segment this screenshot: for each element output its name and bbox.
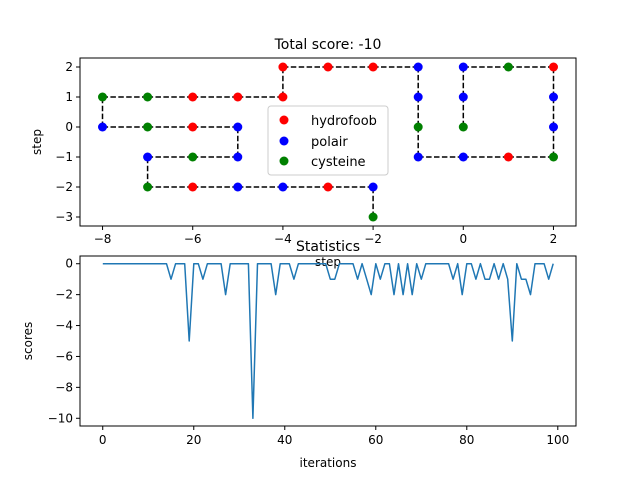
residue-point-hydrofoob [233,92,243,102]
fold-points [98,62,558,222]
residue-point-cysteine [143,182,153,192]
residue-point-hydrofoob [278,92,288,102]
legend-marker-polair [279,136,289,146]
residue-point-hydrofoob [368,62,378,72]
residue-point-cysteine [143,122,153,132]
residue-point-cysteine [503,62,513,72]
residue-point-cysteine [368,212,378,222]
residue-point-hydrofoob [188,182,198,192]
top-x-tick-label: −6 [184,232,202,246]
residue-point-cysteine [458,122,468,132]
bottom-y-tick-label: −10 [48,411,73,425]
top-x-ticks: −8 −6 −4 −2 0 2 [94,226,558,246]
top-x-axis-label: step [315,255,341,269]
residue-point-cysteine [413,122,423,132]
top-chart-title: Total score: -10 [274,37,382,53]
bottom-y-tick-label: −8 [55,380,73,394]
residue-point-polair [458,62,468,72]
fold-path [101,66,555,217]
top-y-tick-label: 0 [65,120,73,134]
bottom-x-tick-label: 40 [277,433,292,447]
top-y-axis-label: step [30,129,44,155]
scores-line [102,262,554,420]
bottom-x-tick-label: 60 [368,433,383,447]
statistics-plot: 0 20 40 60 80 100 0 −2 −4 −6 −8 −10 Statistics ite… [21,239,577,470]
bottom-chart-title: Statistics [296,239,360,255]
residue-point-polair [413,92,423,102]
top-y-tick-label: 1 [65,90,73,104]
top-x-tick-label: −4 [274,232,292,246]
legend-label-cysteine: cysteine [311,155,366,170]
residue-point-hydrofoob [323,62,333,72]
residue-point-cysteine [98,92,107,102]
residue-point-polair [233,122,243,132]
residue-point-polair [458,92,468,102]
top-y-tick-label: −2 [55,180,73,194]
bottom-y-tick-label: −4 [55,319,73,333]
residue-point-cysteine [188,152,198,162]
residue-point-hydrofoob [503,152,513,162]
legend-marker-cysteine [279,156,289,166]
residue-point-polair [368,182,378,192]
residue-point-polair [233,182,243,192]
legend-box [267,105,389,176]
bottom-x-ticks: 0 20 40 60 80 100 [99,426,569,447]
residue-point-polair [413,152,423,162]
top-y-tick-label: 2 [65,60,73,74]
protein-fold-plot: −8 −6 −4 −2 0 2 −3 −2 −1 0 1 2 Total score: -10 st… [30,37,577,269]
bottom-axes-frame [79,255,577,427]
residue-point-polair [233,152,243,162]
legend: hydrofoob polair cysteine [267,105,389,176]
residue-point-hydrofoob [188,92,198,102]
top-y-ticks: −3 −2 −1 0 1 2 [55,60,80,224]
residue-point-hydrofoob [278,62,288,72]
legend-label-hydrofoob: hydrofoob [311,114,377,129]
bottom-y-ticks: 0 −2 −4 −6 −8 −10 [48,257,80,425]
bottom-x-axis-label: iterations [300,456,357,470]
bottom-y-tick-label: −6 [55,349,73,363]
bottom-x-tick-label: 80 [459,433,474,447]
top-y-tick-label: −1 [55,150,73,164]
bottom-y-axis-label: scores [21,322,35,361]
top-axes-frame [79,57,577,227]
bottom-x-tick-label: 20 [186,433,201,447]
residue-point-hydrofoob [323,182,333,192]
residue-point-polair [278,182,288,192]
top-x-tick-label: −2 [364,232,382,246]
residue-point-polair [458,152,468,162]
legend-marker-hydrofoob [279,115,289,125]
legend-label-polair: polair [311,135,348,150]
top-x-tick-label: 2 [550,232,558,246]
residue-point-polair [549,122,558,132]
residue-point-polair [98,122,107,132]
residue-point-cysteine [549,152,558,162]
bottom-x-tick-label: 0 [99,433,107,447]
top-y-tick-label: −3 [55,210,73,224]
residue-point-hydrofoob [549,62,558,72]
residue-point-cysteine [143,92,153,102]
residue-point-hydrofoob [188,122,198,132]
residue-point-polair [549,92,558,102]
bottom-y-tick-label: −2 [55,288,73,302]
top-x-tick-label: −8 [94,232,112,246]
top-x-tick-label: 0 [459,232,467,246]
bottom-x-tick-label: 100 [546,433,569,447]
residue-point-polair [413,62,423,72]
bottom-y-tick-label: 0 [65,257,73,271]
residue-point-polair [143,152,153,162]
